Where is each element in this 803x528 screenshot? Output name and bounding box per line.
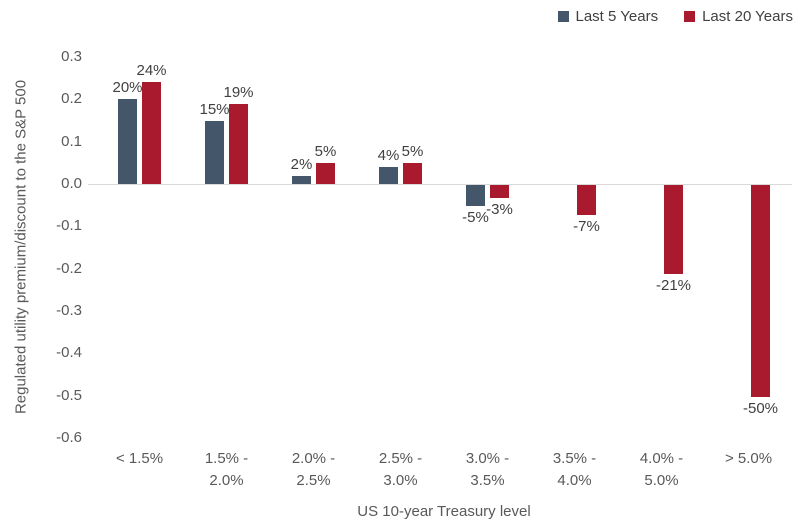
bar-last-5-years-0 [118,99,137,184]
bar-last-5-years-2 [292,175,311,184]
bar-data-label: 24% [136,62,167,80]
bar-data-label: -50% [742,399,779,417]
legend-label: Last 5 Years [575,8,659,25]
y-tick-label: 0.0 [61,175,82,192]
x-tick-label: 1.5% - 2.0% [204,450,249,489]
legend-swatch-icon [557,11,569,22]
bar-data-label: 19% [223,83,254,101]
x-axis-title: US 10-year Treasury level [357,503,531,520]
bar-data-label: 2% [290,155,313,173]
x-tick-label: < 1.5% [115,450,164,467]
bar-data-label: 5% [314,142,337,160]
bar-data-label: 5% [401,142,424,160]
bar-data-label: 4% [377,147,400,165]
y-tick-label: -0.4 [56,344,82,362]
legend-swatch-icon [684,11,696,22]
x-tick-label: 3.0% - 3.5% [465,450,510,489]
x-tick-label: > 5.0% [724,450,773,467]
bar-last-20-years-3 [403,162,422,184]
y-tick-label: 0.2 [61,90,82,108]
bar-data-label: -7% [573,217,600,235]
y-tick-label: -0.2 [56,259,82,277]
x-tick-label: 3.5% - 4.0% [552,450,597,489]
bar-last-20-years-7 [751,185,770,397]
legend-label: Last 20 Years [702,8,793,25]
bar-last-20-years-6 [664,185,683,274]
bar-last-20-years-4 [490,185,509,198]
x-tick-label: 2.0% - 2.5% [291,450,336,489]
x-tick-label: 2.5% - 3.0% [378,450,423,489]
bar-last-5-years-3 [379,167,398,184]
bar-data-label: 15% [199,100,230,118]
y-tick-label: -0.1 [56,217,82,235]
bar-data-label: 20% [112,79,143,97]
bar-last-20-years-0 [142,82,161,184]
x-tick-label: 4.0% - 5.0% [639,450,684,489]
y-tick-label: -0.5 [56,386,82,404]
plot-area: 20% 15% 2% 4% -5% 24% 19% 5% 5% -3% -7% -21% -50% [88,57,792,438]
y-tick-label: -0.3 [56,302,82,319]
zero-axis-line [88,184,792,185]
bar-last-20-years-1 [229,103,248,184]
legend: Last 5 Years Last 20 Years [557,8,793,25]
bar-last-5-years-4 [466,185,485,207]
bar-last-5-years-1 [205,120,224,184]
bar-last-20-years-5 [577,185,596,215]
bar-data-label: -5% [462,209,489,227]
y-tick-label: 0.3 [61,48,82,65]
legend-item: Last 20 Years [684,8,793,25]
bar-last-20-years-2 [316,162,335,184]
y-tick-label: 0.1 [61,132,82,150]
bar-data-label: -21% [655,276,692,294]
y-tick-label: -0.6 [56,429,82,446]
bar-data-label: -3% [486,200,513,218]
y-axis-title: Regulated utility premium/discount to th… [12,79,30,415]
legend-item: Last 5 Years [557,8,659,25]
